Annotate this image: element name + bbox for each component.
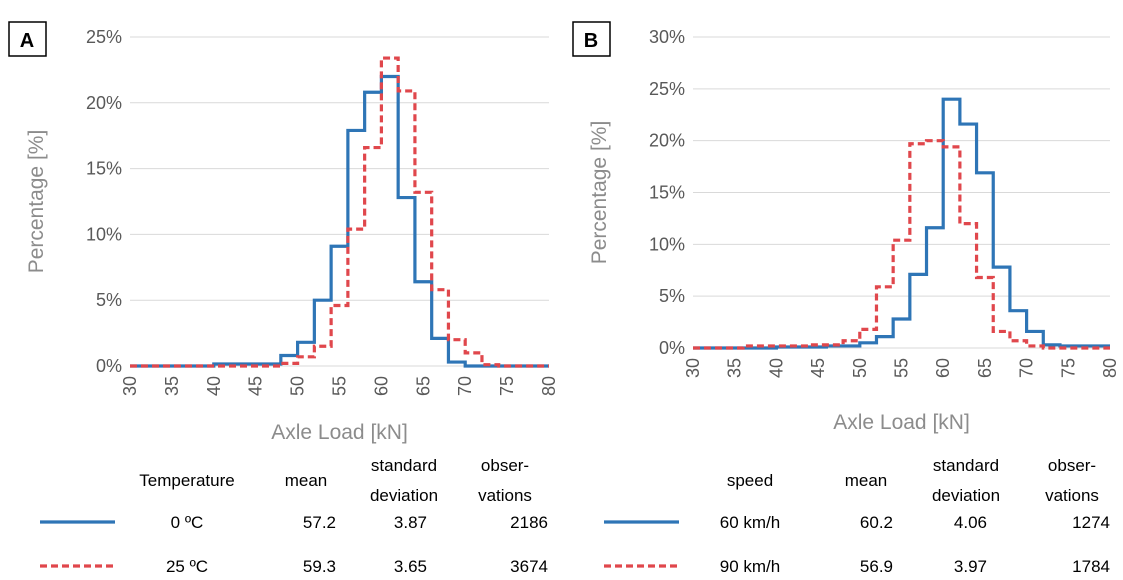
chart-a-x-tick-label: 40 (204, 376, 224, 396)
chart-b-table-sd: 4.06 (954, 513, 987, 532)
chart-b-table-header: obser- (1048, 456, 1096, 475)
chart-a-table-header: Temperature (139, 471, 234, 490)
chart-b-table-header: standard (933, 456, 999, 475)
chart-b-x-tick-label: 80 (1100, 358, 1120, 378)
chart-b-x-tick-label: 40 (766, 358, 786, 378)
chart-b-series-1-line (693, 97, 1110, 350)
chart-a-x-tick-label: 35 (162, 376, 182, 396)
chart-a-x-tick-label: 65 (413, 376, 433, 396)
chart-b-legend-label: 90 km/h (720, 557, 780, 576)
chart-a-y-tick-label: 15% (86, 159, 122, 179)
chart-b-y-tick-label: 20% (649, 131, 685, 151)
chart-a-y-tick-label: 0% (96, 356, 122, 376)
chart-a-y-tick-label: 10% (86, 224, 122, 244)
chart-b-x-axis-title: Axle Load [kN] (833, 411, 970, 434)
chart-a-x-tick-label: 30 (120, 376, 140, 396)
chart-a-table-header: standard (371, 456, 437, 475)
chart-b-y-tick-label: 0% (659, 338, 685, 358)
chart-b-x-tick-label: 65 (975, 358, 995, 378)
chart-a-y-tick-label: 5% (96, 290, 122, 310)
chart-a-table-observations: 3674 (510, 557, 548, 576)
chart-b-table-observations: 1784 (1072, 557, 1110, 576)
chart-b-legend-label: 60 km/h (720, 513, 780, 532)
chart-a-y-axis-title: Percentage [%] (25, 130, 48, 274)
chart-a-table-mean: 57.2 (303, 513, 336, 532)
chart-b-panel-label: B (584, 30, 598, 52)
chart-b-table-header: vations (1045, 486, 1099, 505)
chart-b-y-tick-label: 5% (659, 286, 685, 306)
chart-a-table-header: vations (478, 486, 532, 505)
chart-b-y-tick-label: 25% (649, 79, 685, 99)
chart-a-x-tick-label: 60 (371, 376, 391, 396)
chart-a-x-tick-label: 70 (455, 376, 475, 396)
chart-b-x-tick-label: 45 (808, 358, 828, 378)
chart-b-table-header: deviation (932, 486, 1000, 505)
chart-a-panel-label: A (20, 30, 34, 52)
chart-b-x-tick-label: 50 (850, 358, 870, 378)
chart-b-x-tick-label: 60 (933, 358, 953, 378)
chart-b-x-tick-label: 70 (1017, 358, 1037, 378)
chart-b-table-mean: 56.9 (860, 557, 893, 576)
chart-a-x-tick-label: 50 (288, 376, 308, 396)
chart-a-x-tick-label: 80 (539, 376, 559, 396)
chart-a-panel-label-box (8, 21, 47, 57)
chart-a-y-tick-label: 25% (86, 27, 122, 47)
chart-b-y-tick-label: 30% (649, 27, 685, 47)
chart-b-x-tick-label: 30 (683, 358, 703, 378)
chart-a-table-header: mean (285, 471, 328, 490)
chart-a-table-sd: 3.87 (394, 513, 427, 532)
chart-a-legend-label: 0 ºC (171, 513, 204, 532)
chart-a-table-sd: 3.65 (394, 557, 427, 576)
chart-b-table-header: mean (845, 471, 888, 490)
chart-b-table-header: speed (727, 471, 773, 490)
chart-b-x-tick-label: 55 (892, 358, 912, 378)
chart-b-panel-label-box (572, 21, 611, 57)
chart-b-series-2-line (693, 139, 1110, 350)
chart-b-x-tick-label: 35 (725, 358, 745, 378)
chart-b-y-axis-title: Percentage [%] (588, 121, 611, 265)
chart-a-table-observations: 2186 (510, 513, 548, 532)
chart-a-series-2-line (130, 56, 549, 368)
chart-b-x-tick-label: 75 (1058, 358, 1078, 378)
chart-b-table-sd: 3.97 (954, 557, 987, 576)
chart-a-x-tick-label: 75 (497, 376, 517, 396)
chart-a-legend-label: 25 ºC (166, 557, 208, 576)
chart-a-x-tick-label: 45 (246, 376, 266, 396)
chart-a-y-tick-label: 20% (86, 93, 122, 113)
chart-a-x-axis-title: Axle Load [kN] (271, 421, 408, 444)
chart-a-table-header: deviation (370, 486, 438, 505)
chart-a-table-header: obser- (481, 456, 529, 475)
chart-b-table-observations: 1274 (1072, 513, 1110, 532)
chart-a-table-mean: 59.3 (303, 557, 336, 576)
chart-b-y-tick-label: 10% (649, 234, 685, 254)
chart-a-x-tick-label: 55 (330, 376, 350, 396)
chart-b-y-tick-label: 15% (649, 183, 685, 203)
chart-b-table-mean: 60.2 (860, 513, 893, 532)
chart-a-series-1-line (130, 74, 549, 368)
